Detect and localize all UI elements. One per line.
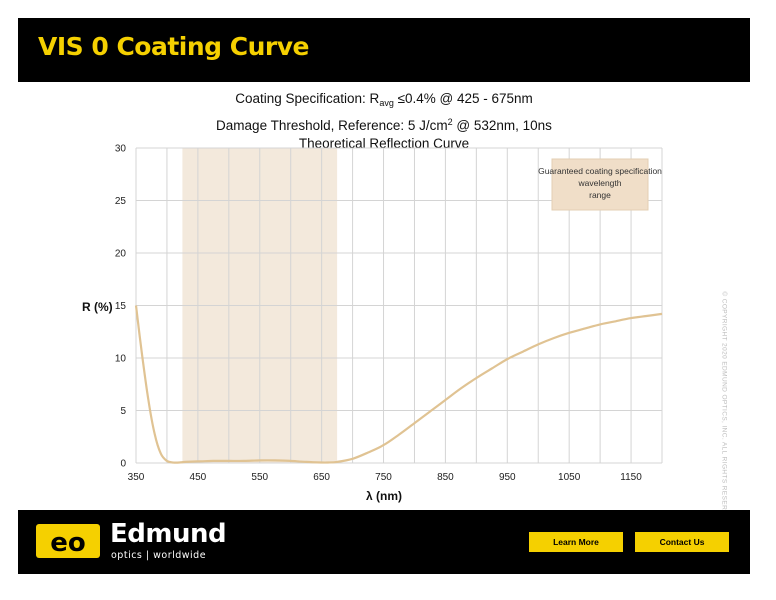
page-title: VIS 0 Coating Curve xyxy=(38,32,310,61)
y-tick-label: 30 xyxy=(115,144,127,155)
curve-title: Theoretical Reflection Curve xyxy=(298,136,470,151)
coating-spec-subscript: avg xyxy=(379,98,394,108)
y-tick-label: 5 xyxy=(120,406,126,417)
copyright-notice: © COPYRIGHT 2020 EDMUND OPTICS, INC. ALL… xyxy=(718,291,730,524)
damage-threshold-prefix: Damage Threshold, Reference: 5 J/cm xyxy=(216,117,448,133)
legend-text-line: range xyxy=(589,190,611,200)
y-tick-label: 25 xyxy=(115,196,127,207)
coating-spec-suffix: ≤0.4% @ 425 - 675nm xyxy=(393,91,533,106)
legend-box xyxy=(551,158,649,211)
header-bar: VIS 0 Coating Curve xyxy=(18,18,750,82)
y-tick-label: 0 xyxy=(120,459,126,470)
contact-us-button[interactable]: Contact Us xyxy=(635,532,729,552)
copyright-text: © COPYRIGHT 2020 EDMUND OPTICS, INC. ALL… xyxy=(720,291,728,525)
coating-spec-line: Coating Specification: Ravg ≤0.4% @ 425 … xyxy=(18,90,750,113)
x-tick-label: 550 xyxy=(251,472,268,483)
coating-spec-prefix: Coating Specification: R xyxy=(235,91,380,106)
legend-text-line: Guaranteed coating specification xyxy=(538,166,662,176)
svg-text:eo: eo xyxy=(50,528,86,558)
x-axis-label: λ (nm) xyxy=(366,489,402,503)
reflection-curve xyxy=(134,305,663,464)
x-tick-label: 950 xyxy=(499,472,516,483)
x-tick-label: 1050 xyxy=(558,472,581,483)
chart-subtitles: Coating Specification: Ravg ≤0.4% @ 425 … xyxy=(18,90,750,154)
damage-threshold-superscript: 2 xyxy=(447,116,453,127)
learn-more-button[interactable]: Learn More xyxy=(529,532,623,552)
x-tick-label: 750 xyxy=(375,472,392,483)
y-tick-label: 20 xyxy=(115,249,127,260)
damage-threshold-suffix: @ 532nm, 10ns xyxy=(452,117,552,133)
legend-text-line: wavelength xyxy=(577,178,621,188)
x-tick-label: 650 xyxy=(313,472,330,483)
logo-tagline: optics | worldwide xyxy=(111,550,207,561)
y-tick-label: 10 xyxy=(115,354,127,365)
y-axis-label: R (%) xyxy=(82,300,113,314)
logo-wordmark: Edmund xyxy=(110,519,227,549)
edmund-logo-icon: eo xyxy=(36,524,100,558)
x-tick-label: 850 xyxy=(437,472,454,483)
reflection-chart: 350 450 550 650 750 850 950 1050 1150 0 5 10 15 20 25 3… xyxy=(82,144,663,503)
x-tick-label: 1150 xyxy=(620,472,642,483)
page-frame: VIS 0 Coating Curve Coating Specificatio… xyxy=(18,18,750,574)
damage-threshold-line: Damage Threshold, Reference: 5 J/cm2 @ 5… xyxy=(18,113,750,136)
legend-text: Guaranteed coating specification waveleng… xyxy=(538,166,662,200)
x-tick-label: 450 xyxy=(190,472,207,483)
x-tick-label: 350 xyxy=(128,472,145,483)
y-tick-label: 15 xyxy=(115,301,127,312)
footer-bar: eo Edmund optics | worldwide Learn More … xyxy=(18,510,750,574)
